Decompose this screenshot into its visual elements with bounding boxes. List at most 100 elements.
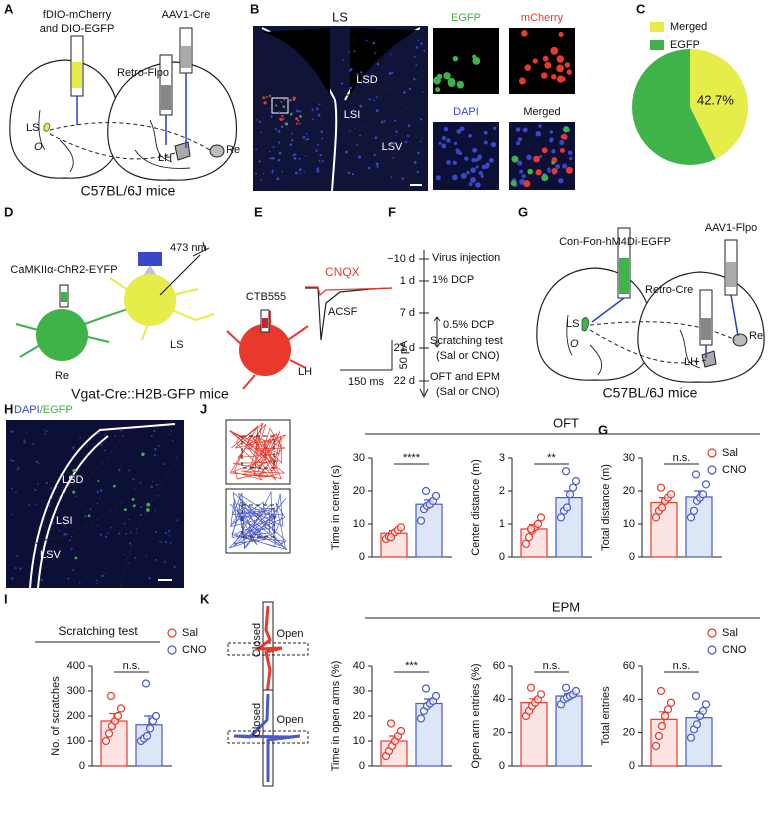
cell bbox=[416, 170, 420, 174]
cell bbox=[299, 173, 302, 175]
cell bbox=[146, 502, 151, 507]
cell bbox=[422, 91, 424, 93]
cell bbox=[289, 143, 293, 146]
label: Open bbox=[277, 628, 304, 640]
y-axis-label: Total distance (m) bbox=[600, 464, 612, 551]
cell bbox=[539, 154, 543, 158]
cell bbox=[67, 577, 70, 580]
ventricle bbox=[350, 28, 418, 95]
cell bbox=[532, 58, 538, 64]
label: fDIO-mCherry bbox=[43, 9, 112, 21]
cell bbox=[347, 171, 351, 175]
label: 21 d bbox=[394, 342, 415, 354]
cell bbox=[541, 72, 548, 79]
cell bbox=[408, 87, 412, 91]
cell bbox=[417, 39, 420, 42]
cell bbox=[258, 160, 261, 163]
cell bbox=[316, 169, 320, 173]
data-point bbox=[701, 700, 711, 709]
cell bbox=[556, 64, 564, 73]
cell bbox=[316, 167, 320, 171]
trajectory bbox=[229, 422, 287, 481]
cell bbox=[466, 170, 470, 175]
y-tick-label: 20 bbox=[623, 727, 635, 739]
data-point bbox=[533, 519, 543, 529]
y-tick-label: 2 bbox=[499, 485, 505, 497]
micrograph bbox=[253, 26, 428, 191]
data-point bbox=[654, 731, 664, 741]
micrograph bbox=[433, 122, 499, 190]
cell bbox=[262, 172, 265, 175]
cell bbox=[390, 176, 393, 178]
panel-g: Con-Fon-hM4Di-EGFP AAV1-Flpo Retro-Cre L… bbox=[536, 222, 765, 401]
cell bbox=[260, 131, 263, 134]
y-axis-label: Center distance (m) bbox=[470, 459, 482, 556]
label: /EGFP bbox=[40, 404, 73, 416]
cell bbox=[526, 154, 532, 161]
y-tick-label: 1 bbox=[499, 518, 505, 530]
cell bbox=[279, 117, 283, 121]
cell bbox=[389, 143, 393, 147]
label: LH bbox=[298, 366, 312, 378]
cell bbox=[255, 119, 258, 121]
bar bbox=[555, 497, 583, 558]
cell bbox=[423, 49, 426, 52]
cell bbox=[438, 141, 442, 145]
cell bbox=[376, 165, 379, 168]
tissue-edge bbox=[29, 423, 176, 589]
cell bbox=[95, 579, 98, 582]
cell bbox=[58, 530, 61, 532]
cell bbox=[72, 484, 75, 486]
cell bbox=[558, 178, 564, 184]
data-point bbox=[526, 683, 536, 692]
cell bbox=[306, 137, 310, 141]
region-boundary bbox=[44, 439, 171, 589]
y-tick-label: 40 bbox=[493, 693, 505, 705]
data-point bbox=[691, 691, 701, 701]
syringe-fill bbox=[726, 262, 736, 287]
y-tick-label: 10 bbox=[623, 518, 635, 530]
label: LS bbox=[566, 318, 579, 330]
injection-site bbox=[581, 317, 590, 332]
data-point bbox=[431, 491, 441, 501]
needle bbox=[591, 297, 625, 323]
data-point bbox=[416, 714, 426, 723]
cell bbox=[37, 482, 40, 485]
data-point bbox=[561, 683, 571, 692]
cell bbox=[563, 126, 570, 133]
pipette bbox=[159, 254, 201, 296]
cell bbox=[478, 170, 483, 176]
cell bbox=[286, 97, 289, 100]
cell bbox=[289, 98, 292, 101]
cell bbox=[475, 165, 479, 169]
cell bbox=[318, 159, 321, 162]
label: Virus injection bbox=[432, 252, 500, 264]
syringe-fill bbox=[619, 258, 629, 294]
label: 473 nm bbox=[170, 242, 207, 254]
cell bbox=[446, 160, 451, 165]
data-point bbox=[151, 711, 161, 721]
ventricle bbox=[262, 28, 330, 95]
cell bbox=[566, 69, 572, 75]
cell bbox=[271, 169, 274, 172]
cell bbox=[311, 108, 314, 111]
cell bbox=[518, 77, 526, 85]
cell bbox=[359, 134, 362, 137]
data-point bbox=[689, 506, 699, 515]
data-point bbox=[571, 686, 581, 696]
y-tick-label: 0 bbox=[359, 760, 365, 772]
y-axis-label: Open arm entries (%) bbox=[470, 663, 482, 768]
cell bbox=[128, 562, 130, 564]
cell bbox=[14, 567, 17, 570]
significance: n.s. bbox=[543, 660, 561, 672]
cell bbox=[96, 490, 100, 494]
cell bbox=[74, 495, 77, 498]
data-point bbox=[431, 691, 441, 701]
y-tick-label: 30 bbox=[353, 685, 365, 697]
cell bbox=[388, 72, 392, 75]
cell bbox=[272, 156, 275, 160]
cell bbox=[23, 441, 26, 444]
cell bbox=[61, 486, 64, 489]
brain-detail bbox=[38, 109, 191, 173]
